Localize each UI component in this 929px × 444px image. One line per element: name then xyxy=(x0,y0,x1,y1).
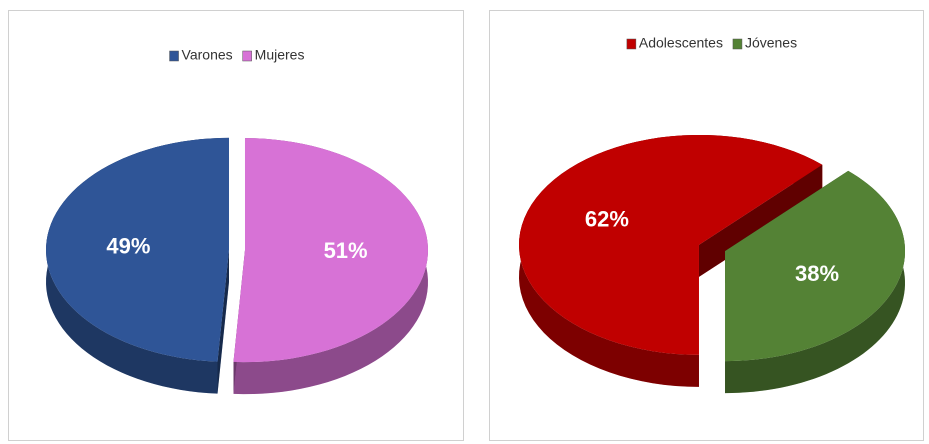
slice xyxy=(725,170,905,362)
legend-swatch xyxy=(626,38,637,50)
legend: Adolescentes Jóvenes xyxy=(626,35,797,51)
data-label: 62% xyxy=(585,206,629,231)
legend-swatch xyxy=(169,50,179,62)
slice xyxy=(518,134,823,355)
slice-shade xyxy=(725,170,905,394)
slice xyxy=(233,138,428,363)
legend-label: Varones xyxy=(182,47,233,63)
legend-label: Adolescentes xyxy=(639,35,723,51)
legend-swatch xyxy=(242,50,252,62)
legend-label: Jóvenes xyxy=(745,35,797,51)
legend-label: Mujeres xyxy=(255,47,305,63)
slice-shade xyxy=(217,249,230,394)
data-label: 49% xyxy=(106,234,150,259)
data-label: 51% xyxy=(324,238,368,263)
slice-side xyxy=(725,170,905,394)
data-label: 38% xyxy=(795,261,839,286)
legend: Varones Mujeres xyxy=(169,47,305,63)
legend-swatch xyxy=(732,38,743,50)
slice xyxy=(46,137,230,362)
